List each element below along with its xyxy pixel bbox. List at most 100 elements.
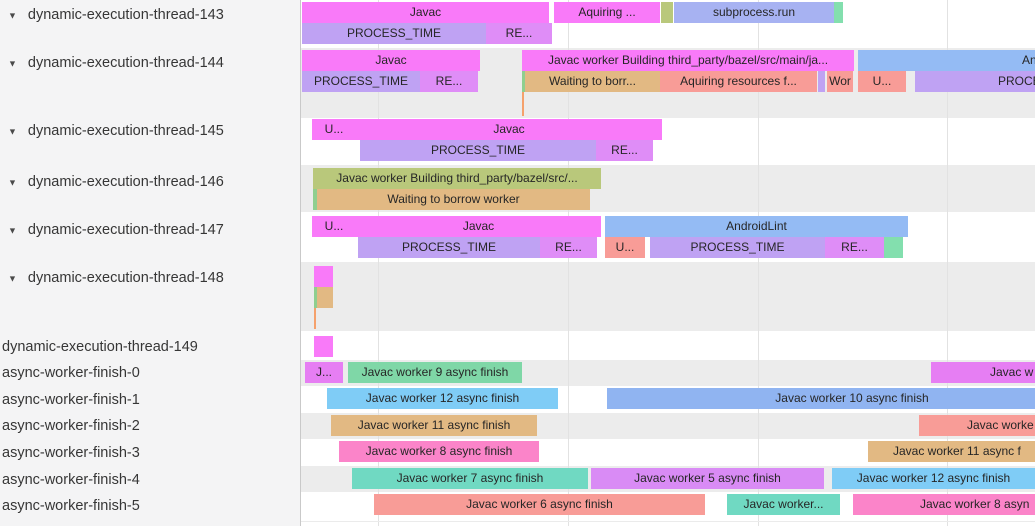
trace-slice[interactable]: Javac worker 8 async finish (339, 441, 539, 462)
trace-slice[interactable] (818, 71, 825, 92)
track-label[interactable]: dynamic-execution-thread-149 (0, 337, 300, 357)
collapse-arrow-icon[interactable]: ▼ (8, 58, 17, 69)
trace-slice[interactable] (522, 71, 525, 92)
trace-slice[interactable] (884, 237, 903, 258)
slice-label: PROCESS_TIME (690, 240, 785, 254)
gridline (947, 0, 948, 526)
trace-slice[interactable]: Javac worker Building third_party/bazel/… (522, 50, 854, 71)
track-name: async-worker-finish-4 (2, 472, 140, 488)
slice-label: Javac worker 6 async finish (466, 497, 613, 511)
trace-slice[interactable]: Javac worker 8 asyn (853, 494, 1035, 515)
trace-slice[interactable]: RE... (420, 71, 478, 92)
trace-slice[interactable]: PROCE (915, 71, 1035, 92)
slice-label: Javac worker 10 async finish (775, 391, 929, 405)
trace-slice[interactable]: RE... (825, 237, 884, 258)
trace-slice[interactable]: Javac worker 11 async f (868, 441, 1035, 462)
trace-slice[interactable] (834, 2, 843, 23)
slice-label: Javac (409, 5, 442, 19)
trace-slice[interactable] (314, 287, 317, 308)
trace-slice[interactable]: Javac (356, 216, 601, 237)
trace-slice[interactable]: subprocess.run (674, 2, 834, 23)
trace-slice[interactable] (313, 189, 317, 210)
gridline (568, 0, 569, 526)
trace-slice[interactable]: RE... (540, 237, 597, 258)
track-label[interactable]: async-worker-finish-4 (0, 470, 300, 490)
trace-slice[interactable]: RE... (596, 140, 653, 161)
trace-slice[interactable]: Waiting to borrow worker (317, 189, 590, 210)
track-label[interactable]: async-worker-finish-2 (0, 416, 300, 436)
trace-slice[interactable]: PROCESS_TIME (302, 23, 486, 44)
trace-slice[interactable]: RE... (486, 23, 552, 44)
slice-label: Javac worker 7 async finish (396, 471, 544, 485)
track-label[interactable]: async-worker-finish-1 (0, 390, 300, 410)
trace-slice[interactable]: An (858, 50, 1035, 71)
track-label[interactable]: ▼ dynamic-execution-thread-146 (0, 172, 300, 192)
track-label[interactable]: ▼ dynamic-execution-thread-145 (0, 121, 300, 141)
collapse-arrow-icon[interactable]: ▼ (8, 177, 17, 188)
trace-slice[interactable]: Javac worker 6 async finish (374, 494, 705, 515)
timeline[interactable]: Javac Aquiring ... subprocess.run PROCESS_T… (301, 0, 1035, 526)
trace-slice[interactable]: Javac worker 12 async finish (832, 468, 1035, 489)
collapse-arrow-icon[interactable]: ▼ (8, 126, 17, 137)
trace-slice[interactable]: U... (605, 237, 645, 258)
trace-slice[interactable]: Javac worker Building third_party/bazel/… (313, 168, 601, 189)
slice-label: An (1022, 53, 1035, 67)
track-label[interactable]: async-worker-finish-0 (0, 363, 300, 383)
trace-slice[interactable]: PROCESS_TIME (358, 237, 540, 258)
slice-label: Javac worker 8 async finish (365, 444, 513, 458)
slice-label: Waiting to borrow worker (387, 192, 520, 206)
slice-label: RE... (841, 240, 868, 254)
trace-slice[interactable]: Javac worker 7 async finish (352, 468, 588, 489)
trace-slice[interactable]: PROCESS_TIME (302, 71, 420, 92)
trace-slice[interactable]: Javac (302, 2, 549, 23)
trace-slice[interactable]: Javac worker... (727, 494, 840, 515)
track-label[interactable]: ▼ dynamic-execution-thread-148 (0, 268, 300, 288)
trace-slice[interactable]: U... (312, 216, 356, 237)
trace-slice[interactable]: Javac worker 12 async finish (327, 388, 558, 409)
collapse-arrow-icon[interactable]: ▼ (8, 273, 17, 284)
trace-slice[interactable]: PROCESS_TIME (360, 140, 596, 161)
instant-marker[interactable] (521, 92, 524, 116)
slice-label: J... (315, 365, 332, 379)
trace-slice[interactable]: Aquiring ... (554, 2, 660, 23)
track-label[interactable]: ▼ dynamic-execution-thread-143 (0, 5, 300, 25)
trace-slice[interactable]: J... (305, 362, 343, 383)
track-label[interactable]: ▼ dynamic-execution-thread-144 (0, 53, 300, 73)
trace-slice[interactable]: Javac worker 10 async finish (607, 388, 1035, 409)
slice-label: PROCESS_TIME (346, 26, 442, 40)
row-separator (301, 521, 1035, 522)
trace-slice[interactable]: AndroidLint (605, 216, 908, 237)
trace-slice[interactable] (314, 336, 333, 357)
trace-slice[interactable]: PROCESS_TIME (650, 237, 825, 258)
trace-slice[interactable] (317, 287, 333, 308)
slice-label: Javac (462, 219, 495, 233)
trace-slice[interactable]: Waiting to borr... (525, 71, 660, 92)
track-label[interactable]: async-worker-finish-5 (0, 496, 300, 516)
slice-label: Javac worker... (743, 497, 824, 511)
collapse-arrow-icon[interactable]: ▼ (8, 10, 17, 21)
slice-label: Javac w (990, 365, 1034, 379)
slice-label: Javac worker 11 async f (893, 444, 1021, 458)
trace-slice[interactable]: Javac worker 5 async finish (591, 468, 824, 489)
slice-label: Javac worker 5 async finish (634, 471, 781, 485)
trace-slice[interactable] (314, 266, 333, 287)
track-name: dynamic-execution-thread-146 (27, 174, 224, 190)
track-label[interactable]: async-worker-finish-3 (0, 443, 300, 463)
instant-marker[interactable] (313, 308, 316, 329)
slice-label: RE... (611, 143, 638, 157)
trace-slice[interactable]: Javac worker 11 async finish (331, 415, 537, 436)
trace-slice[interactable]: Javac w (931, 362, 1035, 383)
trace-slice[interactable]: U... (312, 119, 356, 140)
trace-slice[interactable]: Javac (356, 119, 662, 140)
trace-slice[interactable]: U... (858, 71, 906, 92)
trace-slice[interactable]: Javac (302, 50, 480, 71)
collapse-arrow-icon[interactable]: ▼ (8, 225, 17, 236)
track-label[interactable]: ▼ dynamic-execution-thread-147 (0, 220, 300, 240)
trace-slice[interactable]: Aquiring resources f... (660, 71, 817, 92)
trace-slice[interactable]: Wor (827, 71, 853, 92)
track-name: async-worker-finish-3 (2, 445, 140, 461)
trace-slice[interactable]: Javac worker 9 async finish (348, 362, 522, 383)
trace-slice[interactable] (661, 2, 673, 23)
slice-label: RE... (505, 26, 533, 40)
trace-slice[interactable]: Javac worke (919, 415, 1035, 436)
